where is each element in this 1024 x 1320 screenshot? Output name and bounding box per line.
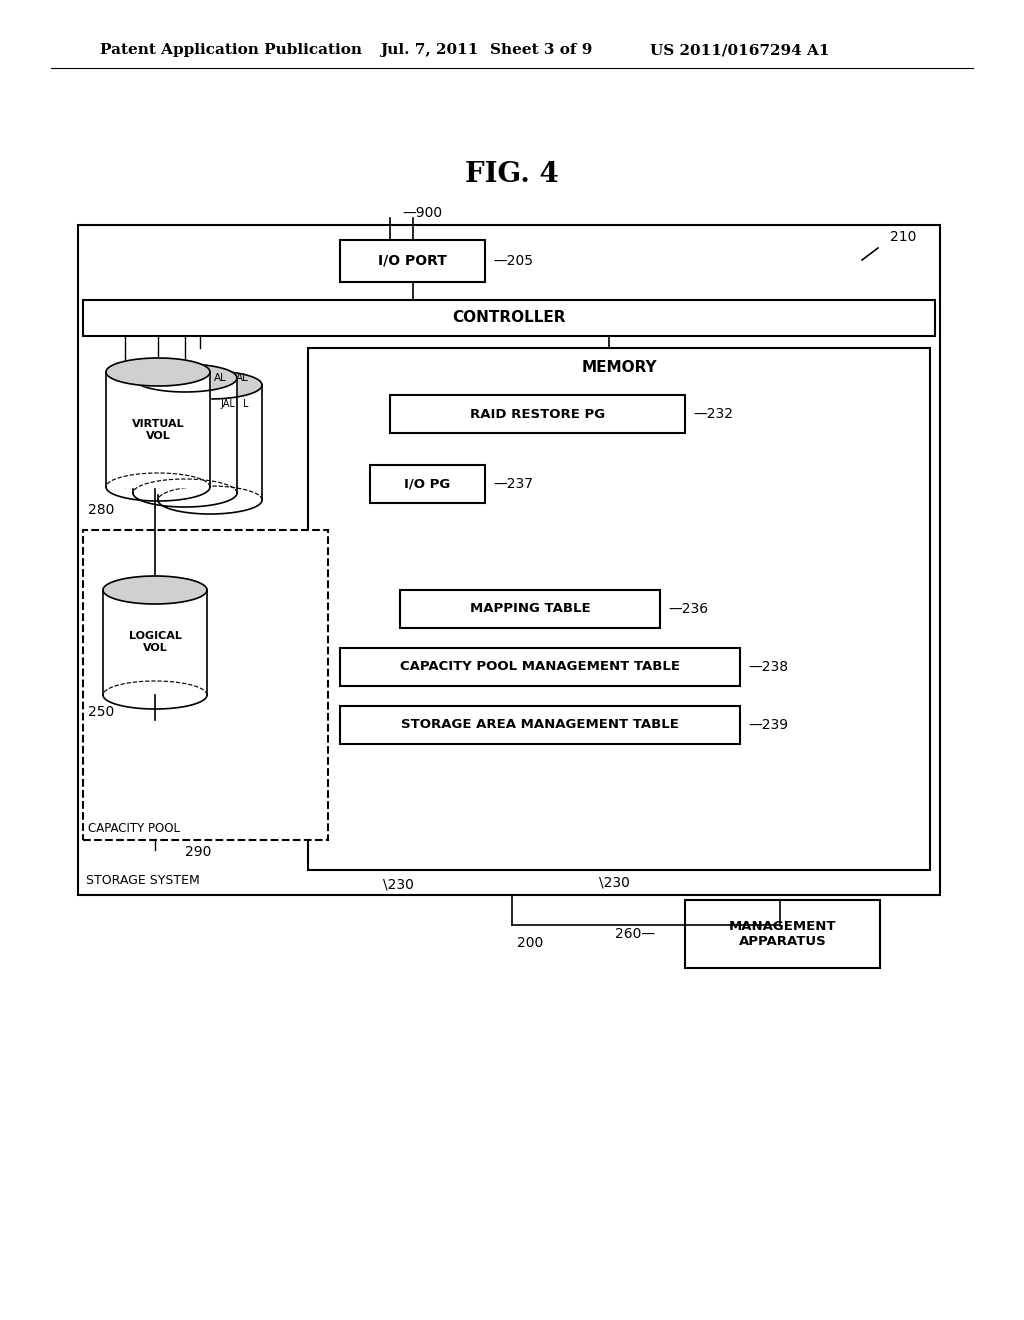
Bar [390, 395, 685, 433]
Text: \230: \230 [383, 878, 414, 892]
Text: JAL: JAL [220, 399, 234, 409]
Text: AL: AL [236, 374, 249, 383]
Text: —236: —236 [668, 602, 709, 616]
Bar [340, 648, 740, 686]
Text: —900: —900 [402, 206, 442, 220]
Bar [78, 224, 940, 895]
Polygon shape [103, 576, 207, 605]
Text: L: L [243, 399, 249, 409]
Text: —232: —232 [693, 407, 733, 421]
Text: —237: —237 [493, 477, 534, 491]
Bar [340, 706, 740, 744]
Text: CONTROLLER: CONTROLLER [453, 310, 565, 326]
Polygon shape [133, 364, 237, 392]
Text: 260—: 260— [614, 927, 655, 941]
Text: STORAGE AREA MANAGEMENT TABLE: STORAGE AREA MANAGEMENT TABLE [401, 718, 679, 731]
Text: 280: 280 [88, 503, 115, 517]
Text: MANAGEMENT
APPARATUS: MANAGEMENT APPARATUS [729, 920, 837, 948]
Text: —205: —205 [493, 253, 534, 268]
Text: CAPACITY POOL: CAPACITY POOL [88, 822, 180, 836]
Text: —239: —239 [748, 718, 788, 733]
Text: 210: 210 [890, 230, 916, 244]
Bar [340, 240, 485, 282]
Bar [685, 900, 880, 968]
Bar [83, 300, 935, 337]
Text: FIG. 4: FIG. 4 [465, 161, 559, 189]
Text: 290: 290 [185, 845, 212, 859]
Text: I/O PG: I/O PG [404, 478, 451, 491]
Bar [308, 348, 930, 870]
Bar [133, 378, 237, 492]
Text: MEMORY: MEMORY [582, 360, 656, 375]
Text: CAPACITY POOL MANAGEMENT TABLE: CAPACITY POOL MANAGEMENT TABLE [400, 660, 680, 673]
Text: LOGICAL
VOL: LOGICAL VOL [129, 631, 181, 653]
Bar [158, 385, 262, 500]
Text: Jul. 7, 2011: Jul. 7, 2011 [380, 44, 478, 57]
Text: I/O PORT: I/O PORT [378, 253, 446, 268]
Bar [106, 372, 210, 487]
Text: RAID RESTORE PG: RAID RESTORE PG [470, 408, 605, 421]
Text: —238: —238 [748, 660, 788, 675]
Text: 200: 200 [517, 936, 544, 950]
Polygon shape [106, 358, 210, 385]
Text: AL: AL [214, 374, 226, 383]
Bar [400, 590, 660, 628]
Bar [103, 590, 207, 696]
Text: VIRTUAL
VOL: VIRTUAL VOL [132, 420, 184, 441]
Text: \230: \230 [599, 875, 630, 888]
Bar [83, 531, 328, 840]
Text: MAPPING TABLE: MAPPING TABLE [470, 602, 590, 615]
Bar [370, 465, 485, 503]
Text: US 2011/0167294 A1: US 2011/0167294 A1 [650, 44, 829, 57]
Text: STORAGE SYSTEM: STORAGE SYSTEM [86, 874, 200, 887]
Polygon shape [158, 371, 262, 399]
Text: Patent Application Publication: Patent Application Publication [100, 44, 362, 57]
Text: Sheet 3 of 9: Sheet 3 of 9 [490, 44, 592, 57]
Text: 250: 250 [88, 705, 115, 719]
